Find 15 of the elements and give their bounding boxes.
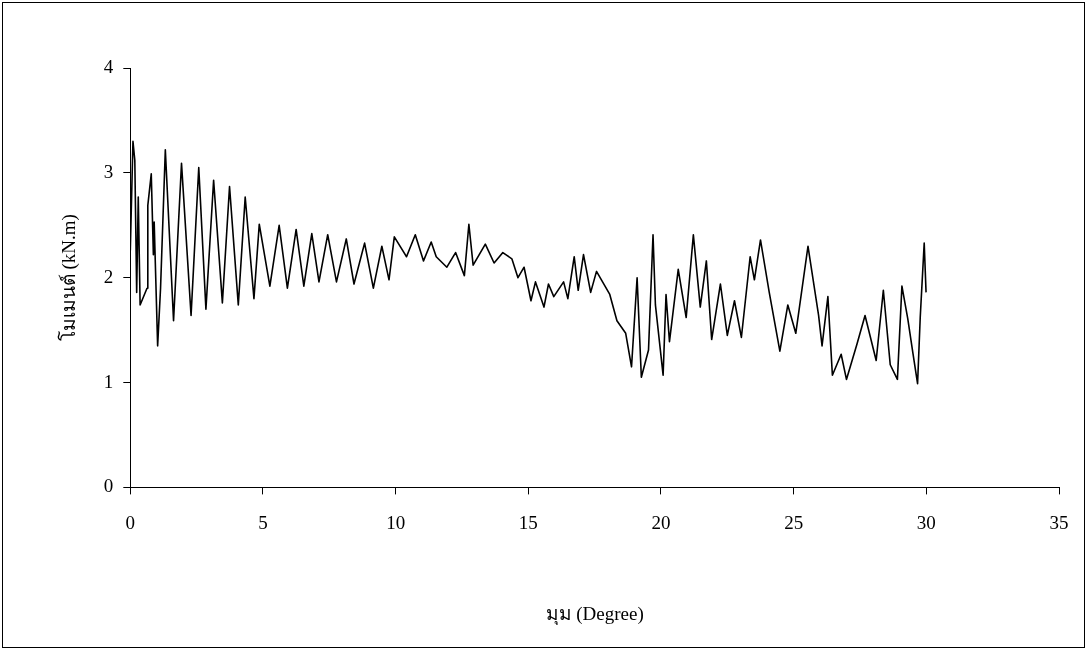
x-tick-label: 15	[518, 511, 538, 533]
x-tick-label: 35	[1049, 511, 1069, 533]
x-tick-label: 5	[258, 511, 268, 533]
y-tick-label: 4	[103, 55, 114, 77]
x-tick-label: 25	[784, 511, 804, 533]
x-tick-label: 30	[916, 511, 936, 533]
y-tick-label: 3	[103, 160, 114, 182]
y-axis-title: โมเมนต์ (kN.m)	[57, 214, 81, 342]
x-axis-title: มุม (Degree)	[545, 602, 644, 626]
y-tick-label: 0	[103, 475, 114, 497]
y-tick-label: 2	[103, 265, 114, 287]
y-tick-label: 1	[103, 370, 114, 392]
x-tick-label: 20	[651, 511, 671, 533]
x-tick-label: 0	[125, 511, 136, 533]
x-tick-label: 10	[386, 511, 406, 533]
